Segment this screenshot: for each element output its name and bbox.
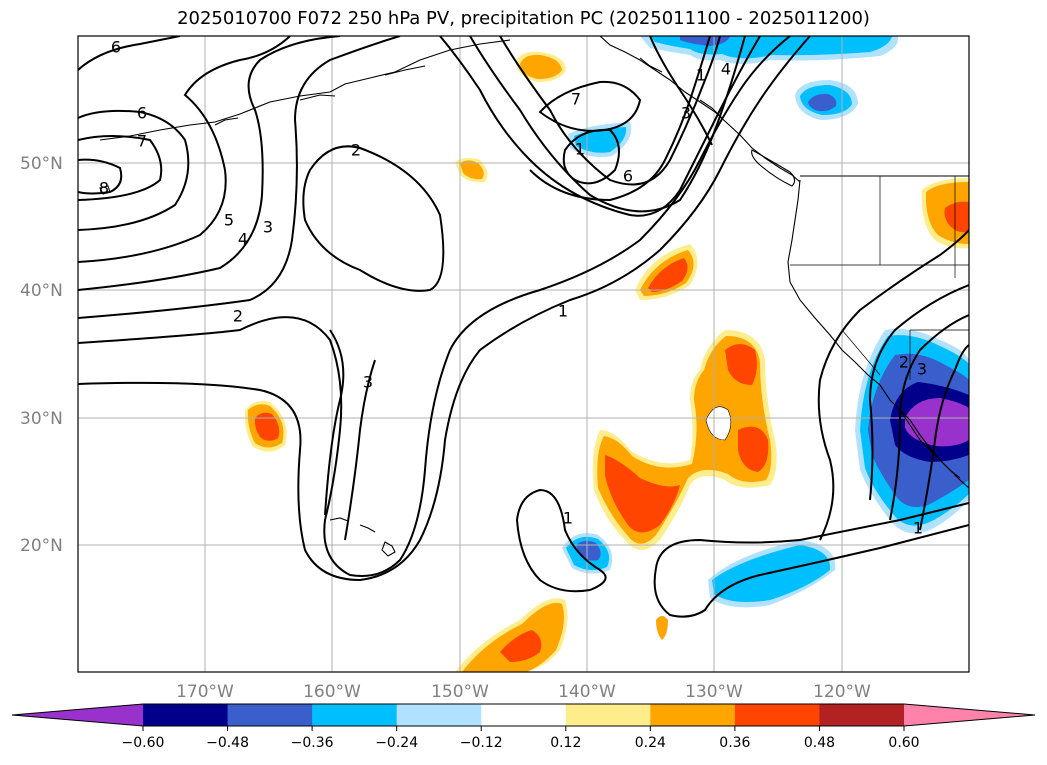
colorbar-tick-label: −0.36 [291, 735, 334, 751]
lon-label-130w: 130°W [685, 682, 743, 702]
lon-label-120w: 120°W [813, 682, 871, 702]
graticule [78, 36, 969, 672]
colorbar-segment [819, 704, 905, 726]
lat-label-40n: 40°N [20, 281, 63, 301]
colorbar-tick-label: 0.36 [719, 735, 750, 751]
contour-labels: 6 6 7 8 5 4 3 2 2 7 1 6 4 3 1 3 1 1 2 3 … [99, 38, 927, 538]
contour-label-2-left: 2 [233, 307, 243, 326]
colorbar-tick-label: −0.60 [122, 735, 165, 751]
contour-label-1-center: 1 [558, 302, 568, 321]
colorbar-segment [650, 704, 736, 726]
colorbar-tick-label: −0.48 [206, 735, 249, 751]
map-title: 2025010700 F072 250 hPa PV, precipitatio… [177, 8, 870, 29]
contour-label-3-right: 3 [917, 360, 927, 379]
colorbar-tick-label: 0.48 [804, 735, 835, 751]
colorbar-segment [396, 704, 482, 726]
contour-label-8: 8 [99, 179, 109, 198]
contour-label-3-south: 3 [363, 373, 373, 392]
lat-label-20n: 20°N [20, 536, 63, 556]
lat-label-30n: 30°N [20, 409, 63, 429]
colorbar-extend-high [904, 704, 1035, 726]
lat-label-50n: 50°N [20, 154, 63, 174]
pv-contours [78, 36, 969, 618]
colorbar: −0.60 −0.48 −0.36 −0.24 −0.12 0.12 0.24 0.36 0.4… [11, 703, 1036, 751]
longitude-labels: 170°W 160°W 150°W 140°W 130°W 120°W [176, 682, 871, 702]
colorbar-segment [481, 704, 567, 726]
colorbar-extend-low [12, 704, 143, 726]
contour-label-1-north: 1 [575, 140, 585, 159]
contour-label-1-right: 1 [913, 519, 923, 538]
precip-shading [244, 36, 969, 672]
colorbar-tick-label: 0.60 [888, 735, 919, 751]
lon-label-140w: 140°W [558, 682, 616, 702]
colorbar-tick-label: 0.12 [550, 735, 581, 751]
contour-label-6-center: 6 [623, 167, 633, 186]
colorbar-segment [227, 704, 313, 726]
contour-label-1-south: 1 [563, 509, 573, 528]
colorbar-segment [143, 704, 229, 726]
colorbar-tick-label: 0.24 [635, 735, 666, 751]
contour-label-3: 3 [263, 218, 273, 237]
colorbar-tick-label: −0.24 [375, 735, 418, 751]
colorbar-segment [565, 704, 651, 726]
contour-label-5: 5 [224, 211, 234, 230]
contour-label-3-north: 3 [681, 104, 691, 123]
contour-label-4-top: 4 [721, 60, 731, 79]
latitude-labels: 50°N 40°N 30°N 20°N [20, 154, 63, 556]
lon-label-170w: 170°W [176, 682, 234, 702]
map-frame [77, 35, 970, 673]
contour-label-2-right: 2 [899, 353, 909, 372]
colorbar-segment [312, 704, 398, 726]
colorbar-segment [734, 704, 820, 726]
contour-label-6-top: 6 [111, 38, 121, 57]
contour-label-7-center: 7 [571, 90, 581, 109]
contour-label-1-top: 1 [696, 66, 706, 85]
lon-label-150w: 150°W [431, 682, 489, 702]
contour-label-4: 4 [238, 230, 248, 249]
contour-label-7-left: 7 [137, 132, 147, 151]
colorbar-tick-label: −0.12 [460, 735, 503, 751]
contour-label-2-inner: 2 [351, 141, 361, 160]
lon-label-160w: 160°W [303, 682, 361, 702]
contour-label-6-left: 6 [137, 104, 147, 123]
